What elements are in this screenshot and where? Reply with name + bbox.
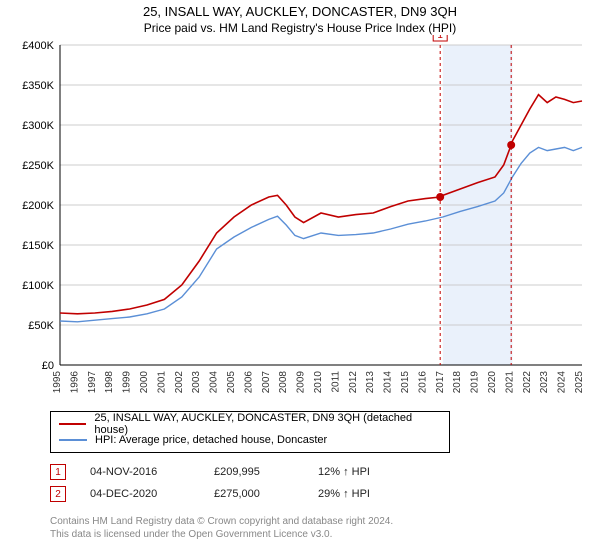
- legend-label: 25, INSALL WAY, AUCKLEY, DONCASTER, DN9 …: [94, 412, 441, 436]
- svg-text:2023: 2023: [539, 371, 550, 394]
- svg-text:2024: 2024: [557, 371, 568, 394]
- sale-marker-box: 1: [50, 464, 66, 480]
- svg-text:£350K: £350K: [22, 80, 54, 92]
- svg-text:2019: 2019: [470, 371, 481, 394]
- legend: 25, INSALL WAY, AUCKLEY, DONCASTER, DN9 …: [50, 411, 450, 453]
- footer-line2: This data is licensed under the Open Gov…: [50, 528, 600, 541]
- svg-text:2013: 2013: [365, 371, 376, 394]
- legend-swatch: [59, 423, 86, 425]
- svg-text:1999: 1999: [122, 371, 133, 394]
- svg-text:2000: 2000: [139, 371, 150, 394]
- svg-text:2004: 2004: [209, 371, 220, 394]
- legend-label: HPI: Average price, detached house, Donc…: [95, 434, 327, 446]
- svg-text:1996: 1996: [69, 371, 80, 394]
- svg-text:2018: 2018: [452, 371, 463, 394]
- svg-text:2021: 2021: [504, 371, 515, 394]
- svg-text:£200K: £200K: [22, 200, 54, 212]
- sale-price: £275,000: [214, 488, 294, 500]
- sales-table: 1 04-NOV-2016 £209,995 12% ↑ HPI 2 04-DEC-202…: [50, 461, 600, 505]
- svg-text:2006: 2006: [243, 371, 254, 394]
- svg-text:2012: 2012: [348, 371, 359, 394]
- svg-text:2003: 2003: [191, 371, 202, 394]
- svg-text:£0: £0: [42, 360, 54, 372]
- sale-delta: 12% ↑ HPI: [318, 466, 398, 478]
- svg-text:£50K: £50K: [28, 320, 54, 332]
- sale-marker-box: 2: [50, 486, 66, 502]
- svg-text:2005: 2005: [226, 371, 237, 394]
- svg-text:1995: 1995: [52, 371, 63, 394]
- legend-row: 25, INSALL WAY, AUCKLEY, DONCASTER, DN9 …: [59, 416, 441, 432]
- svg-text:2015: 2015: [400, 371, 411, 394]
- svg-text:£100K: £100K: [22, 280, 54, 292]
- svg-text:1: 1: [437, 35, 443, 41]
- svg-text:2020: 2020: [487, 371, 498, 394]
- title-main: 25, INSALL WAY, AUCKLEY, DONCASTER, DN9 …: [0, 4, 600, 19]
- footer-line1: Contains HM Land Registry data © Crown c…: [50, 515, 600, 528]
- sale-row: 1 04-NOV-2016 £209,995 12% ↑ HPI: [50, 461, 600, 483]
- svg-text:2009: 2009: [296, 371, 307, 394]
- svg-text:£250K: £250K: [22, 160, 54, 172]
- footer-attribution: Contains HM Land Registry data © Crown c…: [50, 515, 600, 541]
- legend-swatch: [59, 439, 87, 441]
- svg-text:2007: 2007: [261, 371, 272, 394]
- svg-text:2022: 2022: [522, 371, 533, 394]
- sale-row: 2 04-DEC-2020 £275,000 29% ↑ HPI: [50, 483, 600, 505]
- svg-text:£300K: £300K: [22, 120, 54, 132]
- chart-titles: 25, INSALL WAY, AUCKLEY, DONCASTER, DN9 …: [0, 0, 600, 35]
- svg-text:1998: 1998: [104, 371, 115, 394]
- svg-text:2011: 2011: [330, 371, 341, 393]
- sale-delta: 29% ↑ HPI: [318, 488, 398, 500]
- sale-price: £209,995: [214, 466, 294, 478]
- plot-area: £0 £50K £100K £150K £200K £250K £300K £350K £400…: [12, 35, 592, 405]
- sale-date: 04-DEC-2020: [90, 488, 190, 500]
- svg-text:2008: 2008: [278, 371, 289, 394]
- svg-text:2017: 2017: [435, 371, 446, 394]
- chart-container: 25, INSALL WAY, AUCKLEY, DONCASTER, DN9 …: [0, 0, 600, 541]
- svg-text:2010: 2010: [313, 371, 324, 394]
- sale-date: 04-NOV-2016: [90, 466, 190, 478]
- svg-text:2002: 2002: [174, 371, 185, 394]
- svg-text:£150K: £150K: [22, 240, 54, 252]
- title-sub: Price paid vs. HM Land Registry's House …: [0, 21, 600, 35]
- plot-svg: £0 £50K £100K £150K £200K £250K £300K £350K £400…: [12, 35, 592, 405]
- svg-text:£400K: £400K: [22, 40, 54, 52]
- svg-text:2001: 2001: [156, 371, 167, 394]
- svg-text:1997: 1997: [87, 371, 98, 394]
- svg-text:2014: 2014: [383, 371, 394, 394]
- svg-text:2025: 2025: [574, 371, 585, 394]
- svg-text:2016: 2016: [417, 371, 428, 394]
